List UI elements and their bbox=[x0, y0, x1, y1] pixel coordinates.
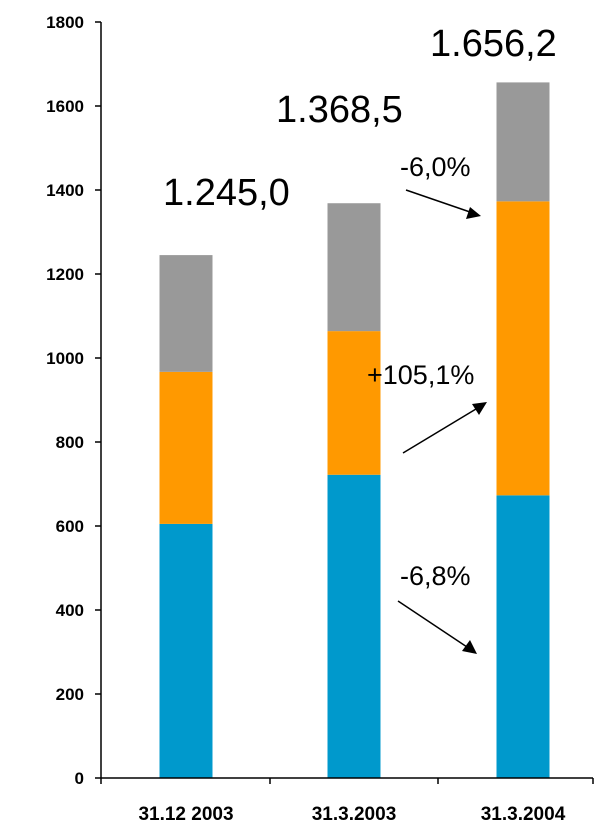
total-label-2: 1.368,5 bbox=[276, 89, 403, 131]
y-tick-label: 0 bbox=[75, 769, 84, 788]
bar-segment bbox=[327, 203, 381, 332]
bar-segment bbox=[496, 495, 550, 778]
arrow-gray bbox=[405, 189, 471, 213]
y-tick-label: 1600 bbox=[46, 97, 84, 116]
y-tick-label: 1400 bbox=[46, 181, 84, 200]
total-label-1: 1.245,0 bbox=[163, 172, 290, 214]
arrow-gray-head bbox=[466, 207, 481, 219]
bar-segment bbox=[496, 201, 550, 496]
y-tick-label: 600 bbox=[56, 517, 84, 536]
y-tick-label: 1000 bbox=[46, 349, 84, 368]
x-category-label: 31.3.2003 bbox=[312, 804, 397, 825]
annotation-gray-change: -6,0% bbox=[400, 152, 471, 182]
axes-group bbox=[100, 22, 593, 779]
bar-segment bbox=[496, 82, 550, 202]
annotation-blue-change: -6,8% bbox=[400, 561, 471, 591]
y-tick-label: 1800 bbox=[46, 13, 84, 32]
x-tick-labels: 31.12 2003 31.3.2003 31.3.2004 bbox=[100, 778, 594, 825]
arrow-blue-head bbox=[462, 640, 477, 654]
bar-segment bbox=[327, 331, 381, 475]
total-label-3: 1.656,2 bbox=[430, 23, 557, 65]
arrow-orange-head bbox=[472, 402, 487, 415]
annotation-orange-change: +105,1% bbox=[367, 360, 474, 390]
bars-group bbox=[159, 82, 550, 778]
y-tick-label: 400 bbox=[56, 601, 84, 620]
bar-segment bbox=[159, 523, 213, 778]
bar-segment bbox=[159, 371, 213, 524]
total-labels: 1.245,0 1.368,5 1.656,2 bbox=[163, 23, 557, 214]
change-annotations: -6,0% +105,1% -6,8% bbox=[367, 152, 487, 654]
x-category-label: 31.3.2004 bbox=[481, 804, 566, 825]
arrow-orange bbox=[402, 408, 477, 454]
y-tick-label: 1200 bbox=[46, 265, 84, 284]
y-tick-label: 200 bbox=[56, 685, 84, 704]
x-category-label: 31.12 2003 bbox=[138, 804, 233, 825]
y-tick-labels: 0 200 400 600 800 1000 1200 1400 1600 1800 bbox=[46, 13, 101, 788]
bar-segment bbox=[327, 474, 381, 778]
bar-segment bbox=[159, 255, 213, 372]
arrow-blue bbox=[397, 600, 468, 648]
y-tick-label: 800 bbox=[56, 433, 84, 452]
